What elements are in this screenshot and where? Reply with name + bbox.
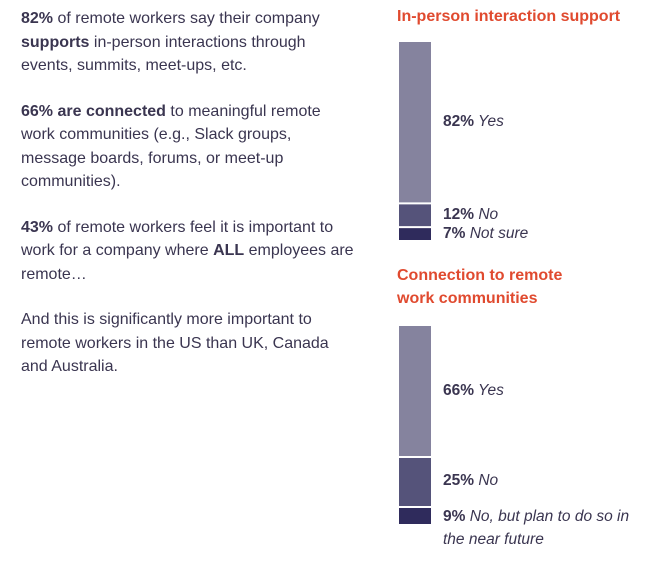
segment-value: 82% — [443, 113, 475, 130]
segment-label: 25% No — [443, 469, 498, 492]
bar-segment-no — [399, 458, 431, 506]
paragraph-text-segment: of remote workers say their company — [53, 10, 320, 27]
paragraph-3: 43% of remote workers feel it is importa… — [21, 216, 356, 287]
bar-segment-yes — [399, 42, 431, 203]
segment-value: 7% — [443, 225, 466, 242]
segment-category: No — [474, 472, 499, 489]
paragraph-text-segment: ALL — [213, 242, 245, 259]
paragraph-text-segment: of remote workers feel it is important t… — [21, 218, 334, 260]
segment-label: 7% Not sure — [443, 222, 528, 245]
bar-segment-not-sure — [399, 228, 431, 240]
bar-segment-no — [399, 508, 431, 524]
paragraph-text-segment: supports — [21, 33, 90, 51]
segment-category: Yes — [474, 382, 504, 399]
stacked-bar-communities — [399, 326, 431, 524]
segment-category: No — [474, 206, 499, 223]
chart-title-in-person: In-person interaction support — [397, 8, 621, 25]
paragraph-text-segment: in-person interactions through events, s… — [21, 33, 306, 75]
paragraph-text-segment: 82% — [21, 10, 54, 27]
paragraph-text-segment: 66% are connected — [21, 102, 166, 120]
segment-label: 12% No — [443, 203, 498, 226]
segment-label: 82% Yes — [443, 110, 504, 133]
stacked-bar-in-person — [399, 42, 431, 240]
bar-segment-yes — [399, 326, 431, 456]
segment-label: 66% Yes — [443, 379, 504, 402]
segment-value: 66% — [443, 382, 475, 399]
segment-value: 9% — [443, 508, 466, 525]
segment-category: Not sure — [465, 225, 529, 242]
text-column: 82% of remote workers say their company … — [21, 7, 356, 401]
segment-category: No, but plan to do so in the near future — [443, 508, 630, 548]
segment-value: 25% — [443, 472, 475, 489]
paragraph-text-segment: And this is significantly more important… — [21, 311, 329, 375]
paragraph-1: 82% of remote workers say their company … — [21, 7, 356, 78]
paragraph-text-segment: to meaningful remote work communities (e… — [21, 102, 321, 191]
paragraph-text-segment: 43% — [21, 218, 54, 236]
bar-segment-no — [399, 204, 431, 227]
segment-value: 12% — [443, 206, 475, 223]
chart-title-communities: Connection to remote work communities — [397, 267, 563, 307]
paragraph-2: 66% are connected to meaningful remote w… — [21, 100, 356, 194]
paragraph-4: And this is significantly more important… — [21, 308, 356, 379]
segment-label: 9% No, but plan to do so in the near fut… — [443, 505, 643, 551]
paragraph-text-segment: employees are remote… — [21, 242, 354, 283]
segment-category: Yes — [474, 113, 504, 130]
